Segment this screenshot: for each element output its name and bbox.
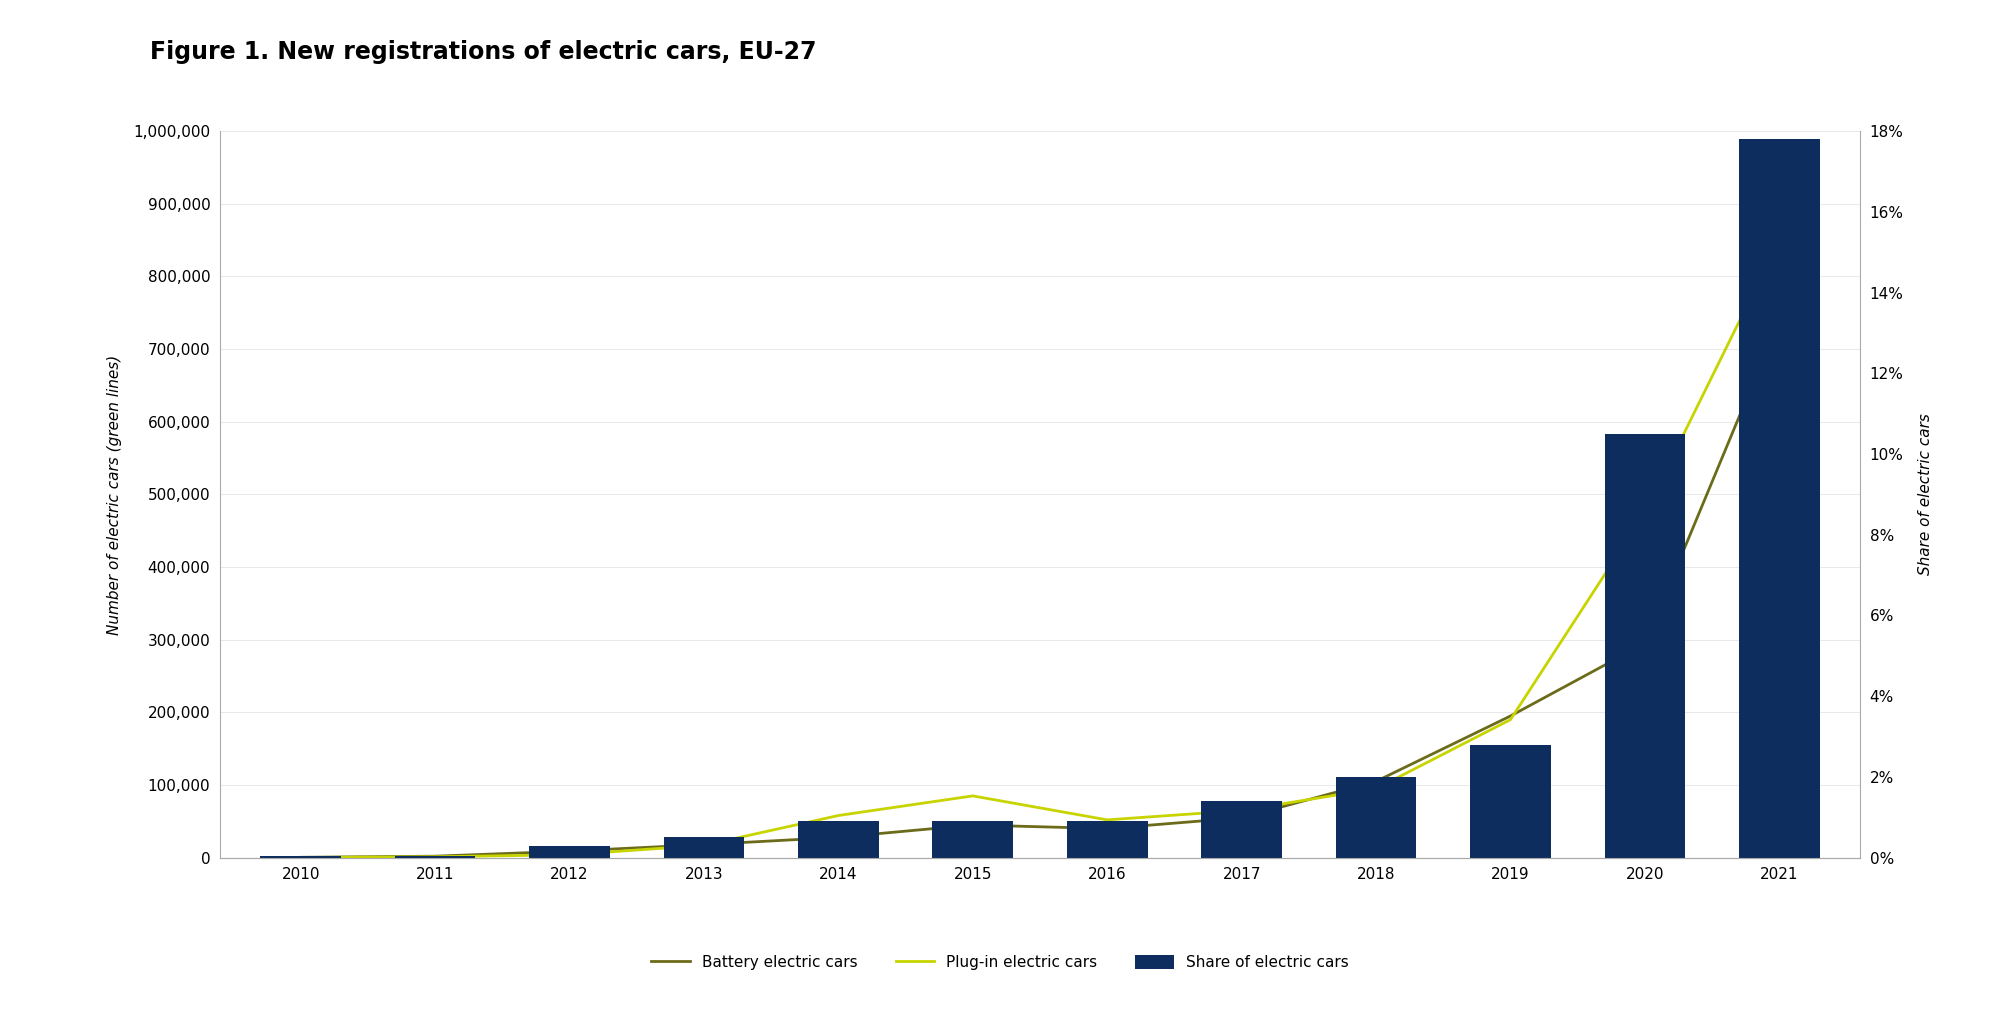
Bar bbox=[1604, 434, 1686, 858]
Bar bbox=[1066, 821, 1148, 858]
Y-axis label: Share of electric cars: Share of electric cars bbox=[1918, 414, 1932, 575]
Bar bbox=[664, 837, 744, 858]
Y-axis label: Number of electric cars (green lines): Number of electric cars (green lines) bbox=[108, 354, 122, 635]
Bar bbox=[1336, 777, 1416, 858]
Bar bbox=[530, 846, 610, 858]
Bar bbox=[798, 821, 878, 858]
Legend: Battery electric cars, Plug-in electric cars, Share of electric cars: Battery electric cars, Plug-in electric … bbox=[646, 948, 1354, 976]
Bar bbox=[260, 857, 340, 858]
Bar bbox=[1740, 139, 1820, 858]
Bar bbox=[394, 856, 476, 858]
Bar bbox=[932, 821, 1014, 858]
Text: Figure 1. New registrations of electric cars, EU-27: Figure 1. New registrations of electric … bbox=[150, 40, 816, 65]
Bar bbox=[1470, 745, 1550, 858]
Bar bbox=[1202, 801, 1282, 858]
